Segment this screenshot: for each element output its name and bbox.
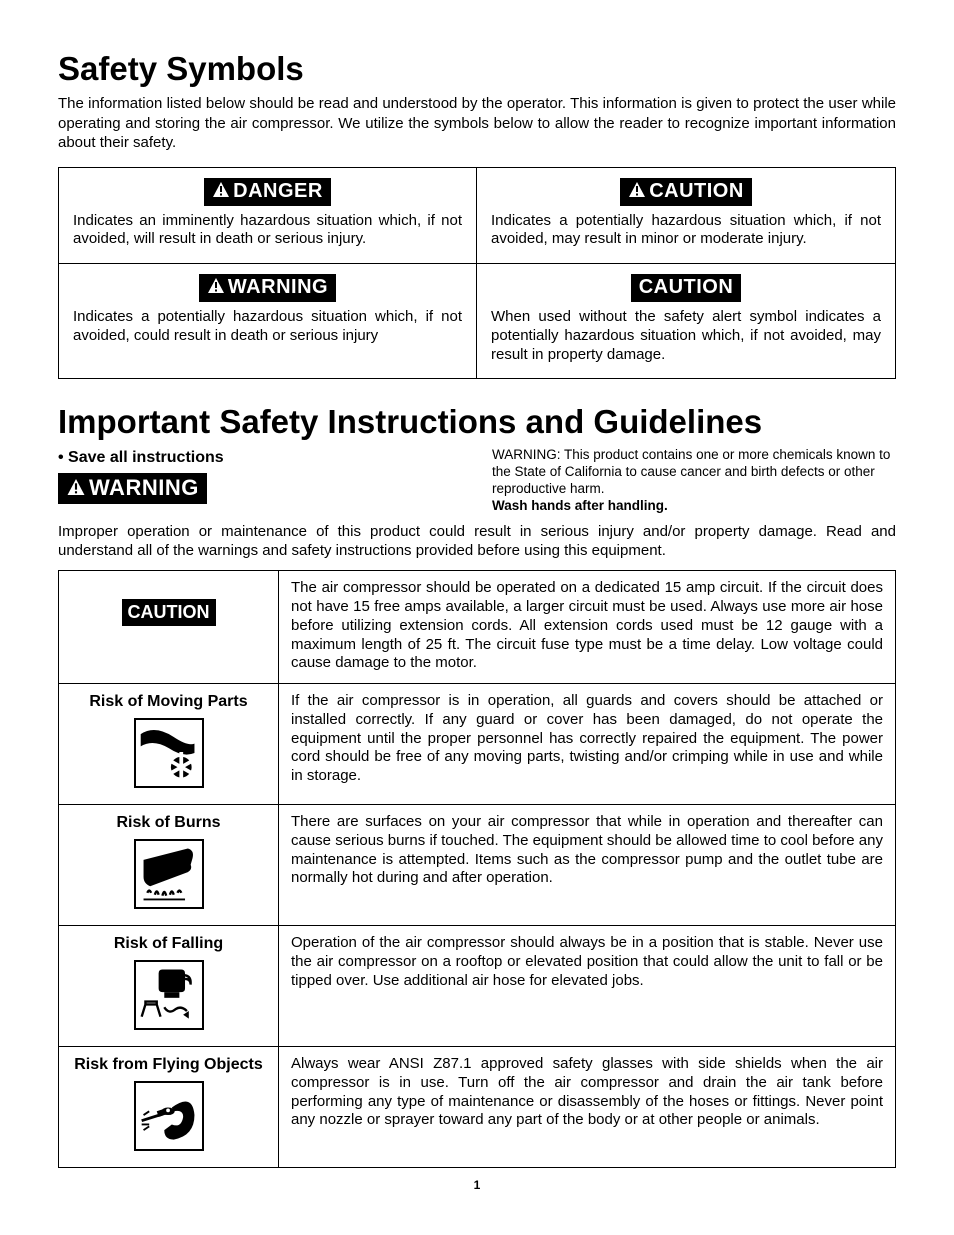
risk-moving-parts-title: Risk of Moving Parts [71, 692, 266, 712]
danger-desc: Indicates an imminently hazardous situat… [73, 212, 462, 250]
alert-triangle-icon [66, 478, 86, 496]
prop65-warning: WARNING: This product contains one or mo… [492, 447, 896, 515]
alert-triangle-icon [212, 181, 230, 198]
risk-falling-cell: Risk of Falling [59, 926, 279, 1047]
table-row: Risk from Flying Objects Always wear ANS… [59, 1047, 896, 1168]
table-row: Risk of Falling Operation of the air com… [59, 926, 896, 1047]
caution-plain-label: CAUTION [639, 276, 734, 298]
risk-moving-parts-desc: If the air compressor is in operation, a… [279, 684, 896, 805]
prop65-text: WARNING: This product contains one or mo… [492, 447, 890, 496]
moving-parts-icon [134, 718, 204, 788]
risk-falling-title: Risk of Falling [71, 934, 266, 954]
caution-plain-badge: CAUTION [631, 274, 742, 302]
safety-symbols-heading: Safety Symbols [58, 50, 896, 88]
alert-triangle-icon [628, 181, 646, 198]
symbol-cell-caution-plain: CAUTION When used without the safety ale… [477, 264, 895, 378]
important-safety-section: Important Safety Instructions and Guidel… [58, 403, 896, 1192]
important-safety-heading: Important Safety Instructions and Guidel… [58, 403, 896, 441]
flying-objects-icon [134, 1081, 204, 1151]
section2-warning-label: WARNING [89, 475, 199, 500]
page-number: 1 [58, 1178, 896, 1192]
risk-caution-badge: CAUTION [122, 599, 216, 626]
risk-burns-title: Risk of Burns [71, 813, 266, 833]
alert-triangle-icon [207, 277, 225, 294]
risk-flying-objects-desc: Always wear ANSI Z87.1 approved safety g… [279, 1047, 896, 1168]
risk-caution-cell: CAUTION [59, 571, 279, 684]
symbol-cell-danger: DANGER Indicates an imminently hazardous… [59, 168, 477, 265]
caution-alert-label: CAUTION [649, 180, 744, 202]
warning-badge: WARNING [199, 274, 336, 302]
risk-moving-parts-cell: Risk of Moving Parts [59, 684, 279, 805]
table-row: CAUTION The air compressor should be ope… [59, 571, 896, 684]
warning-label: WARNING [228, 276, 328, 298]
danger-badge: DANGER [204, 178, 331, 206]
table-row: Risk of Moving Parts If the air compress… [59, 684, 896, 805]
table-row: Risk of Burns There are surfaces on your… [59, 805, 896, 926]
symbol-definitions-grid: DANGER Indicates an imminently hazardous… [58, 167, 896, 380]
caution-alert-desc: Indicates a potentially hazardous situat… [491, 212, 881, 250]
burns-icon [134, 839, 204, 909]
page: Safety Symbols The information listed be… [0, 0, 954, 1222]
symbol-cell-warning: WARNING Indicates a potentially hazardou… [59, 264, 477, 378]
risk-falling-desc: Operation of the air compressor should a… [279, 926, 896, 1047]
prop65-bold: Wash hands after handling. [492, 498, 668, 513]
risk-flying-objects-title: Risk from Flying Objects [71, 1055, 266, 1075]
section2-warning-badge: WARNING [58, 473, 207, 504]
risk-table: CAUTION The air compressor should be ope… [58, 570, 896, 1168]
improper-operation-text: Improper operation or maintenance of thi… [58, 523, 896, 561]
risk-burns-desc: There are surfaces on your air compresso… [279, 805, 896, 926]
safety-symbols-intro: The information listed below should be r… [58, 94, 896, 153]
danger-label: DANGER [233, 180, 323, 202]
risk-burns-cell: Risk of Burns [59, 805, 279, 926]
caution-alert-badge: CAUTION [620, 178, 752, 206]
risk-flying-objects-cell: Risk from Flying Objects [59, 1047, 279, 1168]
symbol-cell-caution-alert: CAUTION Indicates a potentially hazardou… [477, 168, 895, 265]
save-instructions-line: • Save all instructions [58, 449, 478, 467]
caution-plain-desc: When used without the safety alert symbo… [491, 308, 881, 364]
risk-caution-desc: The air compressor should be operated on… [279, 571, 896, 684]
warning-desc: Indicates a potentially hazardous situat… [73, 308, 462, 346]
falling-icon [134, 960, 204, 1030]
